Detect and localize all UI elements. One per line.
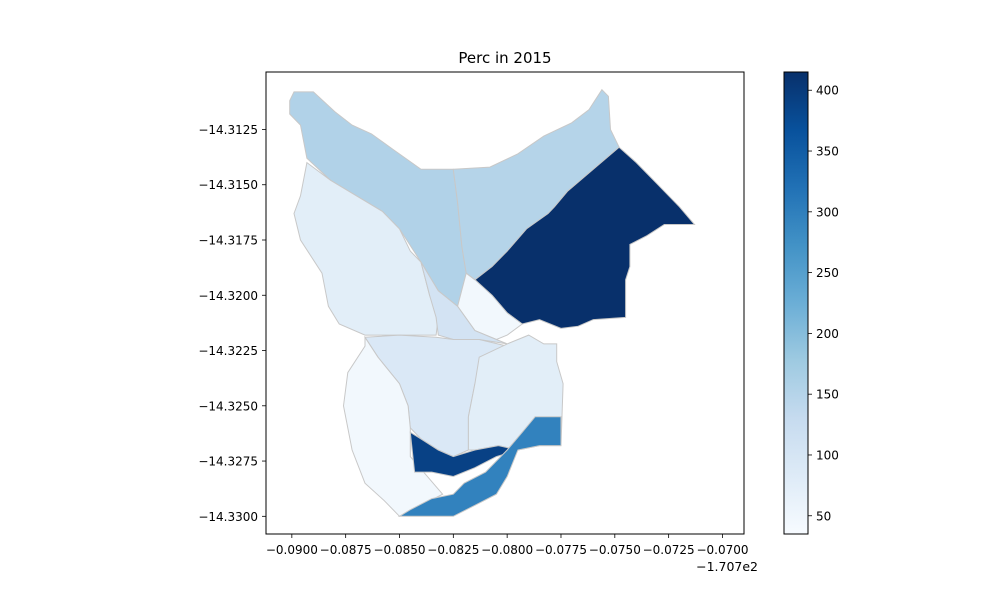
colorbar-ticks: 50 100 150 200 250 300 350 400 xyxy=(808,84,839,523)
colorbar-tick-label: 400 xyxy=(816,84,839,98)
colorbar-tick-label: 50 xyxy=(816,509,831,523)
x-tick-label: −0.0700 xyxy=(696,543,748,557)
chart-title: Perc in 2015 xyxy=(458,49,552,67)
colorbar-tick-label: 150 xyxy=(816,388,839,402)
map-region xyxy=(293,161,439,336)
y-tick-label: −14.3250 xyxy=(198,399,258,413)
colorbar-tick-label: 250 xyxy=(816,266,839,280)
y-tick-label: −14.3225 xyxy=(198,344,258,358)
y-tick-label: −14.3150 xyxy=(198,178,258,192)
colorbar xyxy=(783,71,809,535)
x-axis: −0.0900 −0.0875 −0.0850 −0.0825 −0.0800 −0.07… xyxy=(266,534,748,557)
y-tick-label: −14.3125 xyxy=(198,123,258,137)
x-tick-label: −0.0775 xyxy=(535,543,587,557)
colorbar-tick-label: 200 xyxy=(816,327,839,341)
plot-frame xyxy=(265,71,745,535)
x-tick-label: −0.0850 xyxy=(373,543,425,557)
colorbar-tick-label: 350 xyxy=(816,145,839,159)
map-region xyxy=(397,416,562,517)
x-tick-label: −0.0725 xyxy=(643,543,695,557)
y-tick-label: −14.3300 xyxy=(198,510,258,524)
y-tick-label: −14.3275 xyxy=(198,455,258,469)
map-regions xyxy=(289,88,696,517)
y-tick-label: −14.3175 xyxy=(198,234,258,248)
colorbar-tick-label: 300 xyxy=(816,205,839,219)
x-tick-label: −0.0800 xyxy=(481,543,533,557)
x-axis-offset-label: −1.707e2 xyxy=(696,559,758,574)
map-region xyxy=(474,146,696,329)
x-tick-label: −0.0875 xyxy=(320,543,372,557)
colorbar-tick-label: 100 xyxy=(816,448,839,462)
x-tick-label: −0.0750 xyxy=(589,543,641,557)
y-tick-label: −14.3200 xyxy=(198,289,258,303)
y-axis: −14.3125 −14.3150 −14.3175 −14.3200 −14.3225… xyxy=(198,123,266,524)
map-region xyxy=(420,261,508,345)
x-tick-label: −0.0825 xyxy=(427,543,479,557)
x-tick-label: −0.0900 xyxy=(266,543,318,557)
